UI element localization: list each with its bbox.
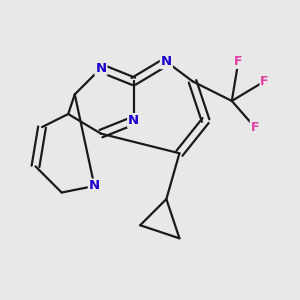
Text: F: F [250, 121, 259, 134]
Text: N: N [89, 179, 100, 193]
Text: N: N [128, 114, 139, 127]
Text: F: F [260, 75, 269, 88]
Text: F: F [234, 55, 243, 68]
Text: N: N [95, 62, 106, 75]
Text: N: N [161, 55, 172, 68]
